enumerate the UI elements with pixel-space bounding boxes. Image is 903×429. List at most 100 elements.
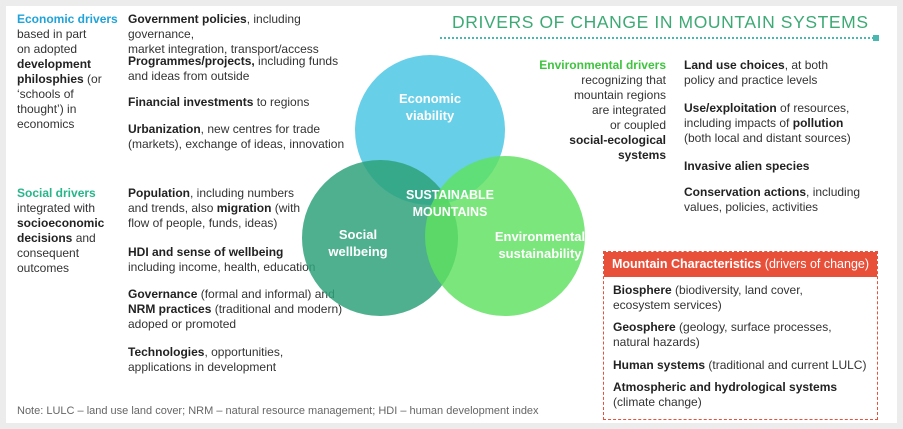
social-item-text: (with [271,201,301,215]
environmental-intro-line: social-ecological [569,133,666,147]
economic-item: Urbanization, new centres for trade (mar… [128,122,368,152]
social-item-text: adoped or promoted [128,317,237,331]
environmental-item-title: Land use choices [684,58,785,72]
economic-intro-bold: philosphies [17,72,84,86]
environmental-item-text: , including [806,185,861,199]
social-item-title: Population [128,186,190,200]
venn-label-line: MOUNTAINS [412,205,488,219]
environmental-item-title: Conservation actions [684,185,807,199]
social-item-title: Technologies [128,345,205,359]
economic-item: Financial investments to regions [128,95,368,110]
social-item-text: and trends, also [128,201,217,215]
venn-diagram [302,55,585,316]
venn-label-line: wellbeing [328,244,388,259]
social-intro-rest: and [72,231,96,245]
environmental-item-bold: pollution [792,116,844,130]
economic-intro-line: based in part [17,27,87,41]
economic-intro-line: philosphies (or [17,72,127,87]
economic-item-title: Programmes/projects, [128,54,255,68]
venn-label-line: sustainability [498,246,582,261]
economic-intro-line: economics [17,117,75,131]
social-item-text: , including numbers [190,186,295,200]
environmental-item-text: of resources, [776,101,850,115]
environmental-item-text: (both local and distant sources) [684,131,851,145]
mountain-item-text: (climate change) [613,395,702,409]
social-drivers-intro: Social drivers integrated with socioecon… [17,186,127,276]
economic-item: Government policies, including governanc… [128,12,368,57]
economic-item-title: Government policies [128,12,247,26]
mountain-item-text: ecosystem services) [613,298,722,312]
social-item-text: applications in development [128,360,277,374]
social-item: Governance (formal and informal) and NRM… [128,287,368,332]
title-divider-end [873,35,879,41]
economic-intro-rest: (or [83,72,102,86]
social-intro-line: integrated with [17,201,96,215]
footnote: Note: LULC – land use land cover; NRM – … [17,405,539,417]
economic-item-text: to regions [253,95,310,109]
title-divider [440,37,878,39]
environmental-intro-line: recognizing that [581,73,666,87]
economic-intro-line: development [17,57,92,71]
environmental-item: Land use choices, at both policy and pra… [684,58,884,88]
mountain-characteristics-box: Mountain Characteristics (drivers of cha… [603,251,878,420]
social-item-title: HDI and sense of wellbeing [128,245,284,259]
social-item: Technologies, opportunities, application… [128,345,368,375]
social-item-bold: migration [216,201,272,215]
economic-item: Programmes/projects, including funds and… [128,54,368,84]
mountain-item-text: (traditional and current LULC) [705,358,867,372]
economic-item-title: Urbanization [128,122,201,136]
social-intro-line: socioeconomic [17,216,105,230]
mountain-item-text: (biodiversity, land cover, [671,283,803,297]
social-circle [302,160,458,316]
economic-viability-label: Economic viability [395,90,465,124]
environmental-item-title: Use/exploitation [684,101,777,115]
economic-item-text: , including governance, [128,12,301,41]
mountain-heading-bold: Mountain Characteristics [611,257,762,271]
economic-item-text: including funds [254,54,339,68]
venn-label-line: SUSTAINABLE [406,188,494,202]
mountain-characteristic-item: Atmospheric and hydrological systems (cl… [613,380,837,410]
social-item: HDI and sense of wellbeing including inc… [128,245,368,275]
social-item-text: , opportunities, [204,345,284,359]
social-item-title: Governance [128,287,198,301]
social-drivers-heading: Social drivers [17,186,96,200]
environmental-circle [425,156,585,316]
economic-intro-line: thought’) in [17,102,77,116]
economic-intro-line: ‘schools of [17,87,74,101]
mountain-characteristic-item: Biosphere (biodiversity, land cover, eco… [613,283,803,313]
mountain-characteristic-item: Human systems (traditional and current L… [613,358,866,373]
venn-label-line: Social [338,227,378,242]
environmental-intro-line: systems [617,148,666,162]
social-wellbeing-label: Social wellbeing [323,226,393,260]
venn-label-line: viability [405,108,455,123]
social-intro-line: consequent [17,246,80,260]
environmental-item-title: Invasive alien species [684,159,810,173]
social-item-text: (formal and informal) and [197,287,335,301]
page-title: DRIVERS OF CHANGE IN MOUNTAIN SYSTEMS [452,12,869,32]
economic-item-text: , new centres for trade [200,122,321,136]
economic-drivers-heading: Economic drivers [17,12,118,26]
social-item-text: flow of people, funds, ideas) [128,216,278,230]
environmental-intro-line: are integrated [591,103,666,117]
environmental-drivers-intro: Environmental drivers recognizing that m… [520,58,666,163]
social-intro-bold: decisions [17,231,73,245]
social-item-text: (traditional and modern) [211,302,343,316]
social-intro-line: decisions and [17,231,127,246]
environmental-item: Conservation actions, including values, … [684,185,884,215]
environmental-item-text: , at both [784,58,829,72]
social-intro-line: outcomes [17,261,70,275]
economic-item-text: (markets), exchange of ideas, innovation [128,137,345,151]
venn-label-line: Economic [398,91,462,106]
environmental-intro-line: or coupled [609,118,666,132]
venn-label-line: Environmental [494,229,586,244]
economic-item-title: Financial investments [128,95,254,109]
environmental-item: Invasive alien species [684,159,884,174]
environmental-sustainability-label: Environmental sustainability [480,228,600,262]
mountain-item-text: natural hazards) [613,335,700,349]
economic-intro-line: on adopted [17,42,78,56]
economic-item-text: market integration, transport/access [128,42,319,56]
environmental-drivers-heading: Environmental drivers [539,58,666,72]
mountain-item-text: (geology, surface processes, [675,320,832,334]
environmental-item-text: including impacts of [684,116,793,130]
mountain-item-title: Human systems [613,358,706,372]
